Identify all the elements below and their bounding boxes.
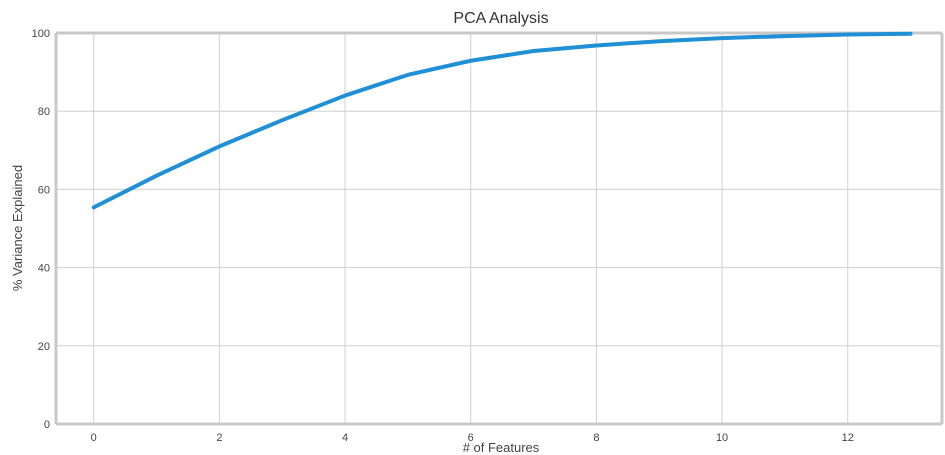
y-tick-label: 80 xyxy=(38,106,50,118)
x-axis-title: # of Features xyxy=(463,440,540,455)
x-tick-label: 0 xyxy=(91,432,97,444)
x-tick-label: 10 xyxy=(716,432,728,444)
data-point xyxy=(657,39,661,43)
x-tick-labels: 0 2 4 6 8 10 12 xyxy=(91,432,854,444)
data-point xyxy=(846,33,850,37)
data-point xyxy=(720,36,724,40)
data-point xyxy=(406,73,410,77)
x-tick-label: 6 xyxy=(468,432,474,444)
x-tick-label: 12 xyxy=(842,432,854,444)
series-layer xyxy=(91,31,913,210)
y-tick-label: 100 xyxy=(32,28,50,40)
variance-series-line xyxy=(91,31,913,210)
y-tick-label: 20 xyxy=(38,341,50,353)
data-point xyxy=(532,49,536,53)
data-point xyxy=(343,94,347,98)
y-tick-label: 60 xyxy=(38,184,50,196)
data-point xyxy=(92,205,96,209)
chart-title: PCA Analysis xyxy=(453,10,548,27)
grid-layer xyxy=(56,33,942,424)
x-tick-label: 8 xyxy=(593,432,599,444)
data-point xyxy=(217,144,221,148)
y-tick-label: 0 xyxy=(44,419,50,431)
axes-spines xyxy=(54,31,944,426)
data-point xyxy=(594,44,598,48)
x-tick-label: 2 xyxy=(216,432,222,444)
x-tick-label: 4 xyxy=(342,432,348,444)
y-axis-title: % Variance Explained xyxy=(10,165,25,291)
data-point xyxy=(469,59,473,63)
data-point xyxy=(909,32,913,36)
data-point xyxy=(280,118,284,122)
data-point xyxy=(783,34,787,38)
data-point xyxy=(155,174,159,178)
y-tick-label: 40 xyxy=(38,263,50,275)
y-tick-labels: 0 20 40 60 80 100 xyxy=(32,28,50,431)
